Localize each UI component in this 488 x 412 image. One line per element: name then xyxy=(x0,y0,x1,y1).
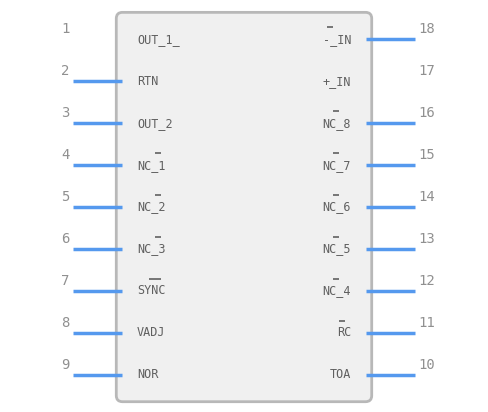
Text: OUT_1_: OUT_1_ xyxy=(137,33,180,46)
Text: 1: 1 xyxy=(61,22,70,36)
Text: NC_7: NC_7 xyxy=(323,159,351,171)
Text: 11: 11 xyxy=(418,316,435,330)
Text: 8: 8 xyxy=(61,316,70,330)
Text: 18: 18 xyxy=(418,22,435,36)
Text: 10: 10 xyxy=(418,358,435,372)
Text: 6: 6 xyxy=(61,232,70,246)
Text: 4: 4 xyxy=(61,148,70,162)
Text: 16: 16 xyxy=(418,106,435,120)
Text: NC_3: NC_3 xyxy=(137,243,165,255)
Text: NC_4: NC_4 xyxy=(323,284,351,297)
Text: RTN: RTN xyxy=(137,75,158,88)
Text: 12: 12 xyxy=(418,274,435,288)
Text: NC_2: NC_2 xyxy=(137,201,165,213)
Text: 15: 15 xyxy=(418,148,435,162)
Text: 2: 2 xyxy=(61,64,70,78)
Text: NC_5: NC_5 xyxy=(323,243,351,255)
Text: NC_1: NC_1 xyxy=(137,159,165,171)
Text: 7: 7 xyxy=(61,274,70,288)
Text: -_IN: -_IN xyxy=(323,33,351,46)
Text: RC: RC xyxy=(337,326,351,339)
Text: 13: 13 xyxy=(418,232,435,246)
Text: NC_8: NC_8 xyxy=(323,117,351,130)
Text: VADJ: VADJ xyxy=(137,326,165,339)
Text: SYNC: SYNC xyxy=(137,284,165,297)
Text: 14: 14 xyxy=(418,190,435,204)
Text: 3: 3 xyxy=(61,106,70,120)
FancyBboxPatch shape xyxy=(116,12,372,402)
Text: NOR: NOR xyxy=(137,368,158,382)
Text: 5: 5 xyxy=(61,190,70,204)
Text: TOA: TOA xyxy=(330,368,351,382)
Text: +_IN: +_IN xyxy=(323,75,351,88)
Text: 17: 17 xyxy=(418,64,435,78)
Text: OUT_2: OUT_2 xyxy=(137,117,172,130)
Text: NC_6: NC_6 xyxy=(323,201,351,213)
Text: 9: 9 xyxy=(61,358,70,372)
